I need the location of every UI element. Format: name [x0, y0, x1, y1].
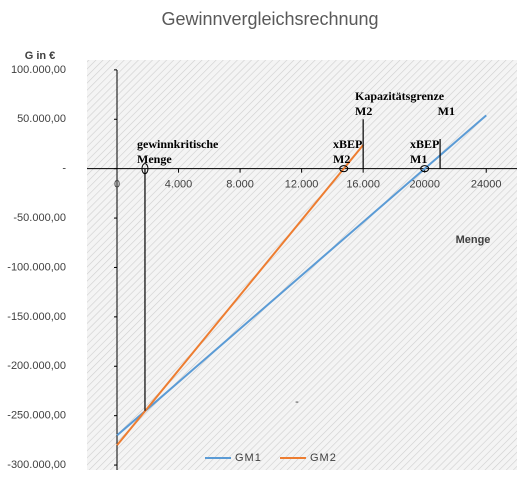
- y-tick-label: -300.000,00: [7, 459, 66, 471]
- x-axis-label: Menge: [456, 234, 491, 246]
- x-tick-label: 12.000: [285, 179, 319, 191]
- marker-label: Kapazitätsgrenze: [355, 89, 445, 103]
- y-tick-label: -100.000,00: [7, 261, 66, 273]
- break-even-point: [339, 165, 349, 173]
- legend-label: GM2: [310, 452, 337, 464]
- y-tick-label: -: [62, 163, 66, 175]
- annotation: -: [295, 396, 299, 408]
- y-tick-label: -50.000,00: [13, 212, 66, 224]
- chart-title: Gewinnvergleichsrechnung: [161, 9, 378, 29]
- marker-label: M1: [438, 104, 455, 118]
- marker-label: gewinnkritische: [137, 137, 219, 151]
- x-tick-label: 0: [114, 179, 120, 191]
- x-tick-label: 16.000: [346, 179, 380, 191]
- y-tick-label: 100.000,00: [11, 64, 66, 76]
- marker-label: M2: [355, 104, 372, 118]
- series-line: [116, 114, 487, 437]
- x-tick-label: 8.000: [226, 179, 254, 191]
- plot-area: [87, 60, 517, 470]
- y-tick-label: -250.000,00: [7, 410, 66, 422]
- x-tick-label: 20000: [409, 179, 440, 191]
- y-tick-label: 50.000,00: [17, 113, 66, 125]
- series-line: [116, 144, 364, 446]
- marker-point: [141, 163, 149, 175]
- break-even-label: xBEP: [410, 137, 439, 151]
- marker-label: Menge: [137, 152, 172, 166]
- y-tick-label: -150.000,00: [7, 311, 66, 323]
- y-axis-label: G in €: [25, 50, 56, 62]
- y-tick-label: -200.000,00: [7, 360, 66, 372]
- break-even-label: M2: [333, 152, 350, 166]
- x-tick-label: 24000: [471, 179, 502, 191]
- legend-label: GM1: [235, 452, 262, 464]
- x-tick-label: 4.000: [165, 179, 193, 191]
- break-even-label: M1: [410, 152, 427, 166]
- break-even-label: xBEP: [333, 137, 362, 151]
- break-even-point: [420, 165, 430, 173]
